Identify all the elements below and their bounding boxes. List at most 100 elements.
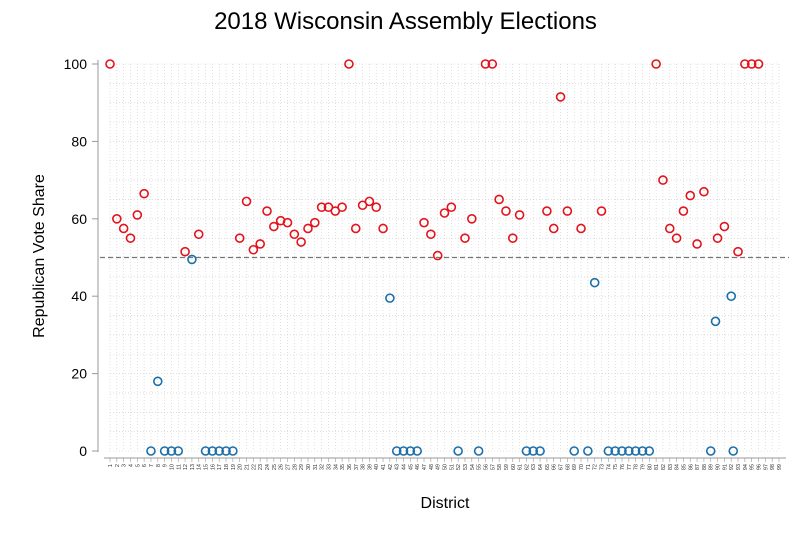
republican-point bbox=[740, 59, 750, 69]
republican-point bbox=[596, 206, 607, 216]
republican-point bbox=[132, 210, 143, 220]
x-tick-label: 38 bbox=[361, 464, 367, 470]
x-tick-label: 98 bbox=[770, 464, 776, 470]
republican-point bbox=[296, 237, 306, 247]
x-tick-label: 66 bbox=[552, 464, 558, 470]
x-tick-label: 56 bbox=[483, 464, 489, 470]
x-tick-label: 94 bbox=[743, 464, 749, 470]
x-tick-label: 19 bbox=[231, 464, 237, 470]
x-ticks: 1 2 3 4 5 6 7 8 9 10 11 12 13 14 15 16 17 18 19 20 21 22 23 24 2… bbox=[108, 458, 783, 470]
democrat-point bbox=[569, 446, 580, 456]
democrat-point bbox=[528, 446, 539, 456]
x-tick-label: 45 bbox=[408, 464, 414, 470]
x-tick-label: 53 bbox=[463, 464, 469, 470]
x-tick-label: 7 bbox=[149, 464, 155, 467]
x-tick-label: 72 bbox=[593, 464, 599, 470]
republican-point bbox=[255, 239, 265, 249]
democrat-point bbox=[705, 446, 716, 456]
republican-point bbox=[658, 175, 668, 185]
republican-point bbox=[426, 229, 436, 240]
republican-point bbox=[371, 202, 382, 212]
x-tick-label: 93 bbox=[736, 464, 742, 470]
x-tick-label: 74 bbox=[606, 464, 612, 470]
republican-point bbox=[309, 217, 320, 228]
x-tick-label: 5 bbox=[135, 464, 141, 467]
x-tick-label: 54 bbox=[470, 464, 476, 470]
republican-point bbox=[248, 244, 259, 255]
republican-point bbox=[112, 214, 122, 224]
republican-point bbox=[432, 250, 443, 261]
x-tick-label: 36 bbox=[347, 464, 353, 470]
x-tick-label: 87 bbox=[695, 464, 701, 470]
x-tick-label: 83 bbox=[668, 464, 674, 470]
x-tick-label: 46 bbox=[415, 464, 421, 470]
x-tick-label: 96 bbox=[757, 464, 763, 470]
y-tick-label: 40 bbox=[71, 288, 87, 304]
x-tick-label: 11 bbox=[176, 464, 182, 470]
democrat-point bbox=[391, 446, 402, 456]
x-tick-label: 57 bbox=[490, 464, 496, 470]
x-tick-label: 42 bbox=[388, 464, 394, 470]
republican-point bbox=[118, 223, 129, 234]
x-tick-label: 59 bbox=[504, 464, 510, 470]
x-tick-label: 81 bbox=[654, 464, 660, 470]
republican-point bbox=[419, 217, 429, 228]
x-tick-label: 84 bbox=[675, 464, 681, 470]
x-tick-label: 92 bbox=[729, 464, 735, 470]
x-tick-label: 60 bbox=[511, 464, 517, 470]
republican-point bbox=[234, 233, 245, 243]
republican-point bbox=[378, 223, 388, 234]
x-tick-label: 89 bbox=[709, 464, 715, 470]
republican-point bbox=[664, 223, 675, 234]
republican-point bbox=[241, 196, 252, 207]
x-tick-label: 68 bbox=[565, 464, 571, 470]
democrat-point bbox=[589, 277, 600, 288]
republican-point bbox=[514, 210, 525, 220]
democrat-point bbox=[214, 446, 225, 456]
x-axis-title: District bbox=[421, 495, 470, 512]
democrat-point bbox=[644, 446, 655, 456]
republican-point bbox=[480, 59, 491, 69]
x-tick-label: 30 bbox=[306, 464, 312, 470]
republican-point bbox=[548, 223, 559, 234]
x-tick-label: 35 bbox=[340, 464, 346, 470]
democrat-point bbox=[726, 291, 737, 302]
democrat-point bbox=[710, 316, 721, 327]
x-tick-label: 37 bbox=[354, 464, 360, 470]
democrat-point bbox=[610, 446, 620, 456]
x-tick-label: 50 bbox=[443, 464, 449, 470]
republican-point bbox=[344, 59, 354, 69]
democrat-point bbox=[385, 293, 395, 303]
x-tick-label: 32 bbox=[320, 464, 326, 470]
y-tick-label: 0 bbox=[79, 443, 87, 459]
democrat-point bbox=[412, 446, 422, 456]
x-tick-label: 77 bbox=[627, 464, 633, 470]
republican-point bbox=[712, 233, 723, 243]
democrat-point bbox=[152, 376, 163, 387]
democrat-point bbox=[521, 446, 532, 456]
x-tick-label: 85 bbox=[681, 464, 687, 470]
republican-point bbox=[364, 196, 375, 207]
x-tick-label: 39 bbox=[367, 464, 373, 470]
x-tick-label: 76 bbox=[620, 464, 626, 470]
x-tick-label: 13 bbox=[190, 464, 196, 470]
x-tick-label: 86 bbox=[688, 464, 694, 470]
republican-point bbox=[193, 229, 204, 240]
democrat-point bbox=[221, 446, 231, 456]
x-tick-label: 55 bbox=[477, 464, 483, 470]
x-tick-label: 67 bbox=[559, 464, 565, 470]
x-tick-label: 43 bbox=[395, 464, 401, 470]
x-tick-label: 40 bbox=[374, 464, 380, 470]
republican-point bbox=[139, 188, 149, 199]
republican-point bbox=[282, 217, 293, 228]
x-tick-label: 82 bbox=[661, 464, 667, 470]
republican-point bbox=[692, 239, 702, 249]
republican-point bbox=[507, 233, 518, 243]
chart-title: 2018 Wisconsin Assembly Elections bbox=[214, 8, 597, 35]
x-tick-label: 91 bbox=[722, 464, 728, 470]
x-tick-label: 22 bbox=[251, 464, 257, 470]
democrat-point bbox=[166, 446, 177, 456]
y-axis-title: Republican Vote Share bbox=[31, 174, 48, 338]
x-tick-label: 29 bbox=[299, 464, 305, 470]
